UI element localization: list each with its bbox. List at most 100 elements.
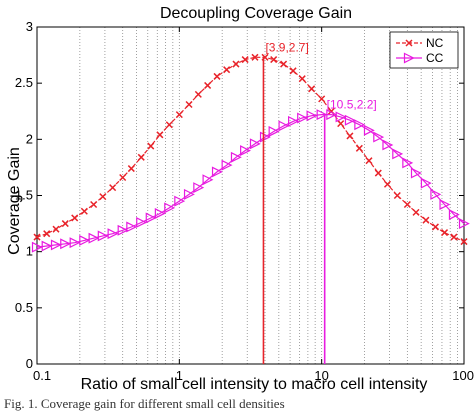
series-nc-marker	[147, 142, 155, 150]
series-cc-marker	[373, 131, 385, 143]
series-nc-marker	[346, 132, 354, 140]
series-nc-marker	[431, 223, 439, 231]
series-nc-marker	[61, 220, 69, 228]
series-cc-marker	[402, 157, 414, 169]
series-nc-marker	[119, 173, 127, 182]
series-cc-marker	[97, 230, 109, 242]
series-cc-marker	[288, 115, 299, 127]
series-nc-marker	[383, 180, 392, 188]
series-nc-marker	[80, 207, 88, 215]
y-tick-label: 0.5	[15, 300, 33, 315]
series-nc-marker	[318, 95, 326, 103]
series-nc-marker	[460, 238, 468, 246]
series-cc-marker	[88, 232, 100, 244]
series-cc-marker	[392, 148, 404, 160]
series-cc-marker	[344, 114, 356, 126]
series-nc-marker	[71, 214, 79, 222]
series-cc-marker	[439, 199, 451, 210]
series-nc-marker	[450, 233, 458, 241]
series-nc-marker	[374, 169, 382, 177]
series-nc-marker	[185, 100, 193, 109]
series-cc-marker	[79, 234, 91, 246]
y-tick-label: 2	[26, 131, 33, 146]
series-cc-marker	[354, 119, 366, 131]
series-cc-marker	[410, 167, 422, 179]
legend-label-cc: CC	[426, 51, 444, 65]
series-nc-marker	[403, 200, 411, 209]
series-cc-marker	[60, 238, 72, 250]
series-cc-marker	[31, 241, 43, 253]
legend-box	[389, 31, 459, 69]
series-cc-marker	[382, 139, 394, 151]
series-nc-marker	[52, 225, 60, 233]
series-cc-marker	[117, 224, 129, 236]
series-cc-marker	[202, 174, 214, 186]
series-cc-marker	[249, 138, 261, 150]
series-nc-marker	[412, 208, 420, 216]
series-cc-marker	[259, 131, 271, 143]
series-cc-marker	[268, 125, 280, 137]
series-nc-marker	[127, 165, 135, 173]
x-tick-label: 10	[314, 368, 328, 383]
series-nc-marker	[137, 153, 145, 161]
series-cc-marker	[316, 109, 328, 121]
series-cc-marker	[297, 112, 309, 124]
y-tick-label: 0	[26, 356, 33, 371]
series-cc-marker	[183, 188, 195, 200]
series-nc-marker	[223, 66, 231, 74]
series-nc-marker	[441, 229, 449, 237]
series-nc-marker	[175, 111, 183, 119]
series-cc-marker	[136, 216, 148, 228]
series-nc-marker	[109, 184, 117, 192]
series-nc-marker	[194, 90, 202, 98]
x-tick-label: 1	[176, 368, 183, 383]
series-cc-marker	[69, 237, 81, 249]
figure-caption: Fig. 1. Coverage gain for different smal…	[4, 396, 285, 411]
x-axis-label: Ratio of small cell intensity to macro c…	[81, 376, 428, 393]
series-nc-marker	[156, 131, 164, 139]
series-nc-line	[36, 56, 465, 243]
series-nc-marker	[241, 56, 249, 64]
series-cc-marker	[420, 177, 432, 189]
series-cc-marker	[164, 202, 176, 214]
series-cc-marker	[221, 159, 233, 171]
x-tick-label: 0.1	[33, 368, 51, 383]
series-nc-marker	[251, 53, 259, 61]
grid	[79, 27, 458, 364]
series-nc-marker	[393, 191, 401, 200]
series-nc-marker	[270, 56, 278, 64]
series-cc-marker	[211, 166, 223, 178]
series-cc-marker	[154, 208, 166, 219]
series-nc-marker	[99, 193, 107, 201]
series-cc-marker	[326, 109, 338, 121]
legend-marker-nc	[405, 39, 413, 47]
annotations: [3.9,2.7] [10.5,2.2]	[262, 40, 377, 364]
legend-marker-cc	[403, 52, 415, 64]
legend-label-nc: NC	[426, 36, 444, 50]
y-tick-label: 3	[26, 19, 33, 34]
y-tick-label: 1	[26, 244, 33, 259]
series-cc-marker	[278, 120, 290, 132]
series-cc-marker	[107, 228, 119, 240]
series-nc-marker	[33, 233, 41, 241]
series-nc-marker	[213, 72, 221, 80]
series-nc-marker	[365, 157, 373, 165]
series-nc-marker	[90, 200, 98, 209]
coverage-gain-chart: Decoupling Coverage Gain 0.1 1 10 100 0 0.5 1 1…	[6, 5, 474, 393]
axis-ticks: 0.1 1 10 100 0 0.5 1 1.5 2 2.5 3	[15, 19, 474, 383]
series-cc-marker	[174, 195, 186, 207]
chart-title: Decoupling Coverage Gain	[160, 5, 352, 22]
series-nc-marker	[289, 67, 297, 75]
y-tick-label: 1.5	[15, 188, 33, 203]
series-cc-marker	[430, 188, 442, 200]
y-axis-label: Coverage Gain	[6, 147, 23, 255]
series-nc-marker	[43, 230, 51, 238]
series-nc-marker	[337, 120, 345, 128]
series-cc-marker	[448, 209, 460, 221]
series-cc-marker	[458, 218, 470, 230]
series-cc-marker	[145, 212, 157, 224]
series-nc	[33, 53, 468, 246]
series-cc-marker	[363, 124, 375, 136]
annotation-label: [10.5,2.2]	[327, 98, 377, 112]
